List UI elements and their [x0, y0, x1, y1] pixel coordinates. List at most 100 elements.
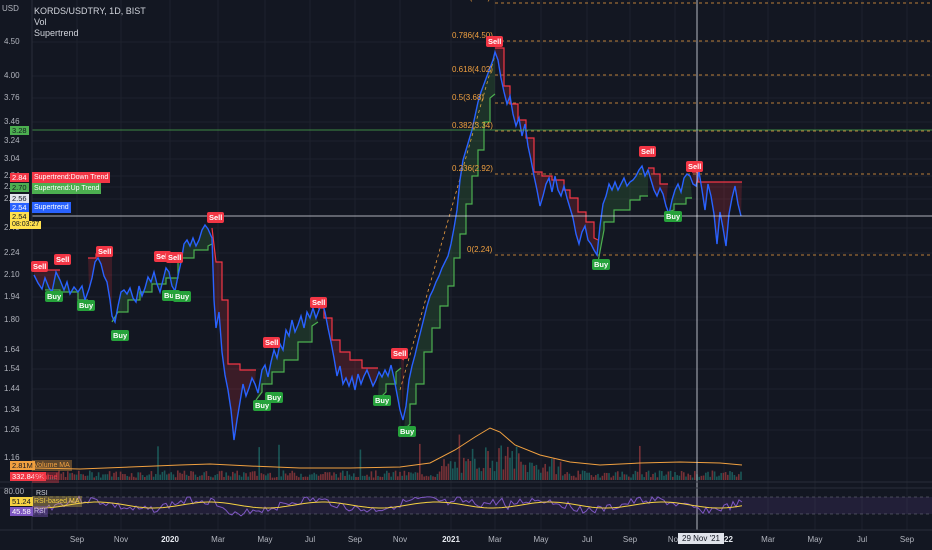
volume-bar [282, 470, 285, 480]
volume-bar [214, 475, 216, 480]
volume-bar [346, 471, 348, 480]
volume-bar [188, 475, 190, 480]
volume-bar [130, 473, 133, 480]
buy-signal-label: Buy [398, 426, 417, 437]
volume-bar [287, 475, 289, 480]
buy-signal-label: Buy [592, 259, 611, 270]
volume-bar [445, 466, 447, 480]
volume-bar [245, 473, 247, 480]
volume-bar [480, 471, 483, 480]
volume-bar [592, 476, 595, 480]
time-tick: Jul [581, 535, 593, 544]
volume-bar [192, 471, 194, 480]
volume-bar [427, 476, 430, 480]
volume-bar [676, 475, 678, 480]
volume-bar [377, 475, 379, 480]
volume-bar [223, 476, 225, 480]
volume-bar [636, 471, 639, 480]
chart-title[interactable]: KORDS/USDTRY, 1D, BIST [34, 6, 146, 16]
volume-bar [177, 470, 179, 480]
price-tick: 1.26 [4, 425, 20, 434]
volume-bar [196, 476, 199, 480]
rsi-label: RSI [32, 506, 48, 517]
volume-bar [463, 457, 465, 480]
volume-bar [170, 472, 172, 480]
buy-signal-label: Buy [111, 330, 130, 341]
fib-level-label: 0.5(3.68) [452, 93, 485, 102]
volume-bar [49, 477, 51, 480]
supertrend-down-line [34, 47, 742, 371]
volume-bar [256, 475, 258, 480]
volume-bar [669, 470, 672, 480]
buy-signal-label: Buy [265, 392, 284, 403]
volume-bar [584, 471, 586, 480]
volume-bar [386, 470, 388, 480]
volume-bar [293, 472, 296, 480]
volume-bar [269, 472, 271, 480]
volume-bar [212, 477, 214, 480]
volume-bar [718, 475, 720, 480]
volume-bar [95, 476, 98, 480]
volume-bar [617, 471, 619, 480]
volume-bar [172, 474, 175, 480]
volume-bar [302, 476, 304, 480]
volume-bar [460, 472, 463, 480]
price-tick: 1.94 [4, 292, 20, 301]
volume-bar [152, 476, 155, 480]
supertrend-label: Supertrend [32, 202, 71, 213]
volume-bar [322, 474, 324, 480]
sell-signal-label: Sell [391, 348, 409, 359]
volume-bar [137, 472, 139, 480]
volume-bar [698, 476, 700, 480]
volume-bars [34, 434, 742, 480]
volume-bar [84, 475, 87, 480]
volume-bar [238, 475, 241, 480]
volume-bar [190, 471, 192, 480]
volume-bar [119, 471, 122, 480]
volume-bar [652, 473, 654, 480]
currency-label: USD [2, 4, 19, 13]
volume-bar [324, 471, 326, 480]
volume-bar [335, 474, 337, 480]
rsi-top-tick: 80.00 [4, 487, 25, 496]
volume-bar [478, 467, 480, 480]
volume-bar [416, 472, 419, 480]
volume-bar [394, 470, 397, 480]
volume-bar [542, 467, 544, 480]
volume-bar [199, 475, 201, 480]
volume-bar [491, 460, 494, 480]
volume-bar [740, 471, 742, 480]
volume-bar [97, 472, 100, 480]
volume-bar [603, 472, 606, 480]
volume-bar [566, 472, 568, 480]
volume-bar [465, 461, 467, 480]
down-trend-label: Supertrend:Down Trend [32, 172, 111, 183]
volume-bar [665, 474, 667, 480]
volume-ma-value-box: 2.81M [10, 461, 35, 470]
indicator-supertrend-legend[interactable]: Supertrend [34, 28, 79, 38]
volume-bar [447, 463, 450, 480]
volume-bar [309, 474, 311, 480]
volume-bar [685, 476, 687, 480]
volume-bar [111, 476, 113, 480]
sell-signal-label: Sell [154, 251, 172, 262]
sell-signal-label: Sell [207, 212, 225, 223]
volume-bar [78, 470, 80, 480]
volume-bar [423, 476, 425, 480]
volume-bar [702, 475, 705, 480]
indicator-vol-legend[interactable]: Vol [34, 17, 47, 27]
volume-bar [410, 472, 412, 480]
volume-bar [234, 473, 236, 480]
volume-bar [568, 473, 571, 480]
price-tick: 2.24 [4, 248, 20, 257]
volume-bar [663, 475, 665, 480]
volume-bar [738, 474, 740, 480]
volume-bar [493, 471, 496, 480]
volume-bar [53, 476, 56, 480]
buy-signal-label: Buy [162, 290, 181, 301]
volume-bar [108, 471, 111, 480]
volume-bar [370, 471, 373, 480]
volume-bar [672, 476, 674, 480]
volume-bar [304, 476, 307, 480]
